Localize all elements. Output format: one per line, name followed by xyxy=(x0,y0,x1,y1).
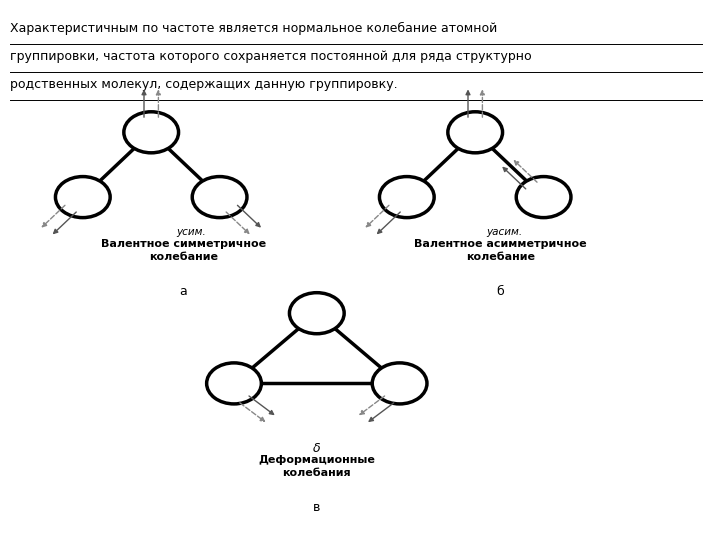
Circle shape xyxy=(55,177,110,218)
Text: Валентное асимметричное
колебание: Валентное асимметричное колебание xyxy=(414,239,587,262)
Text: уасим.: уасим. xyxy=(486,227,522,237)
Circle shape xyxy=(516,177,571,218)
Circle shape xyxy=(124,112,179,153)
Text: б: б xyxy=(497,285,504,298)
Text: Деформационные
колебания: Деформационные колебания xyxy=(258,455,375,478)
Circle shape xyxy=(207,363,261,404)
Circle shape xyxy=(289,293,344,334)
Text: группировки, частота которого сохраняется постоянной для ряда структурно: группировки, частота которого сохраняетс… xyxy=(10,50,531,63)
Circle shape xyxy=(448,112,503,153)
Text: Валентное симметричное
колебание: Валентное симметричное колебание xyxy=(101,239,266,262)
Text: а: а xyxy=(180,285,187,298)
Text: Характеристичным по частоте является нормальное колебание атомной: Характеристичным по частоте является нор… xyxy=(10,22,498,35)
Circle shape xyxy=(372,363,427,404)
Text: δ: δ xyxy=(313,442,320,455)
Text: родственных молекул, содержащих данную группировку.: родственных молекул, содержащих данную г… xyxy=(10,78,397,91)
Text: в: в xyxy=(313,501,320,514)
Text: усим.: усим. xyxy=(176,227,206,237)
Circle shape xyxy=(192,177,247,218)
Circle shape xyxy=(379,177,434,218)
